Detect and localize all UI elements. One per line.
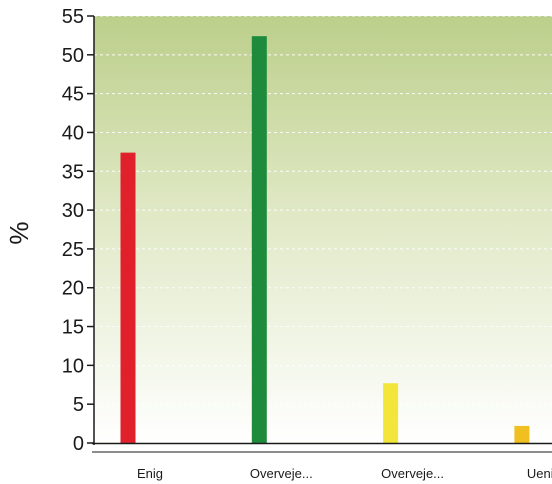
y-axis-label: %: [4, 221, 34, 244]
y-tick-label: 30: [62, 200, 84, 222]
bar: [383, 383, 399, 443]
bar: [514, 425, 530, 443]
x-tick-label: Enig: [137, 466, 163, 481]
y-tick-label: 20: [62, 278, 84, 300]
plot-area-background: [94, 16, 552, 443]
y-tick-label: 5: [73, 394, 84, 416]
bars: [120, 36, 530, 443]
grid-lines: [94, 15, 552, 405]
bar: [120, 152, 136, 443]
y-tick-label: 35: [62, 161, 84, 183]
y-tick-label: 55: [62, 6, 84, 28]
y-tick-label: 0: [73, 433, 84, 455]
x-tick-label: Uenig: [527, 466, 552, 481]
y-tick-label: 45: [62, 84, 84, 106]
y-ticks: 0 5 10 15 20 25 30 35 40 45 50 55: [62, 6, 94, 455]
y-tick-label: 40: [62, 122, 84, 144]
y-tick-label: 15: [62, 317, 84, 339]
x-ticks: Enig Overveje... Overveje... Uenig: [137, 466, 552, 481]
y-tick-label: 10: [62, 355, 84, 377]
y-tick-label: 50: [62, 45, 84, 67]
x-tick-label: Overveje...: [250, 466, 313, 481]
y-tick-label: 25: [62, 239, 84, 261]
bar: [251, 36, 267, 443]
x-tick-label: Overveje...: [381, 466, 444, 481]
